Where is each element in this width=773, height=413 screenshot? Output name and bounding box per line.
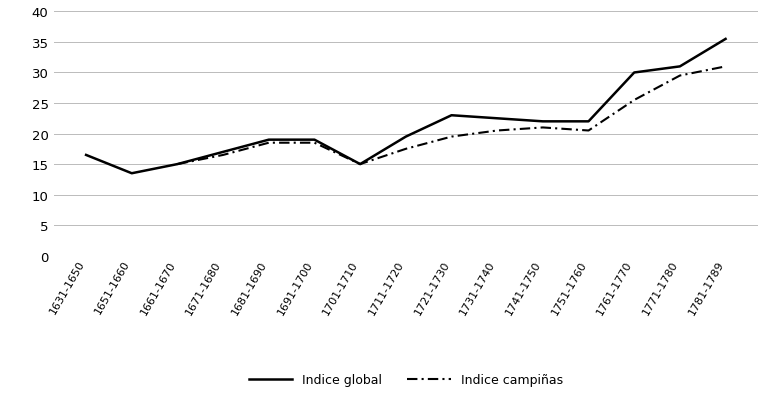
Legend: Indice global, Indice campiñas: Indice global, Indice campiñas xyxy=(243,368,568,391)
